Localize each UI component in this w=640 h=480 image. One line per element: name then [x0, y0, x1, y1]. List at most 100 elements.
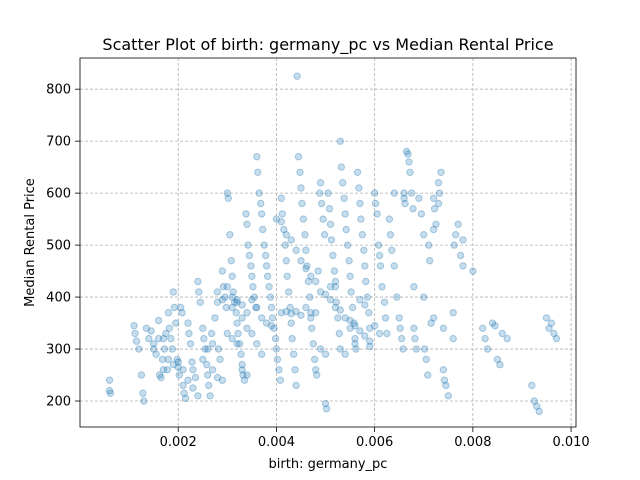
scatter-point [299, 215, 308, 223]
scatter-point [226, 231, 234, 239]
scatter-point [287, 310, 295, 318]
scatter-point [430, 205, 439, 213]
scatter-point [294, 153, 303, 161]
scatter-point [262, 262, 271, 270]
scatter-point [398, 334, 406, 343]
scatter-point [385, 215, 394, 223]
scatter-point [200, 334, 208, 343]
scatter-point [262, 319, 271, 327]
scatter-point [491, 322, 499, 330]
scatter-point [481, 334, 489, 343]
scatter-point [180, 389, 188, 397]
scatter-point [304, 277, 313, 286]
scatter-point [243, 371, 251, 379]
scatter-point [296, 168, 304, 177]
scatter-point [282, 257, 290, 265]
scatter-point [533, 402, 541, 410]
scatter-point [152, 350, 160, 358]
scatter-point [483, 345, 492, 353]
scatter-point [228, 303, 236, 312]
scatter-point [204, 371, 212, 379]
scatter-point [184, 376, 192, 384]
scatter-point [154, 334, 163, 343]
scatter-point [346, 324, 354, 332]
scatter-point [155, 371, 164, 379]
scatter-point [378, 283, 386, 291]
scatter-point [105, 376, 114, 384]
scatter-point [213, 373, 222, 382]
scatter-point [311, 355, 319, 364]
scatter-point [450, 241, 458, 249]
scatter-point [406, 168, 414, 177]
scatter-point [158, 355, 167, 364]
scatter-point [227, 257, 236, 265]
scatter-point [327, 236, 336, 244]
scatter-point [404, 150, 412, 158]
scatter-point [319, 215, 327, 223]
scatter-point [267, 303, 276, 312]
scatter-point [267, 322, 276, 330]
scatter-point [283, 272, 291, 280]
scatter-point [196, 298, 205, 306]
scatter-point [287, 319, 295, 327]
scatter-point [434, 199, 443, 208]
scatter-point [400, 189, 408, 197]
scatter-point [362, 277, 370, 286]
scatter-point [281, 241, 289, 249]
scatter-point [229, 288, 237, 296]
scatter-point [266, 293, 275, 301]
scatter-point [137, 371, 146, 379]
scatter-point [184, 319, 192, 327]
scatter-point [365, 309, 373, 317]
scatter-point [297, 257, 305, 265]
scatter-point [154, 316, 163, 325]
scatter-point [254, 168, 262, 177]
scatter-point [106, 389, 115, 397]
scatter-point [410, 283, 418, 291]
scatter-point [213, 298, 222, 306]
scatter-point [169, 360, 178, 369]
scatter-point [437, 168, 445, 177]
scatter-point [321, 290, 330, 299]
scatter-point [261, 251, 270, 260]
scatter-point [498, 329, 506, 338]
scatter-point [347, 288, 355, 296]
scatter-point [205, 381, 213, 390]
scatter-point [339, 179, 347, 187]
scatter-point [393, 293, 401, 301]
scatter-point [456, 251, 465, 260]
scatter-point [285, 288, 293, 296]
scatter-point [291, 366, 299, 374]
scatter-point [218, 296, 227, 304]
scatter-point [550, 329, 558, 338]
scatter-point [223, 189, 232, 197]
scatter-point [191, 373, 200, 382]
scatter-point [167, 334, 175, 343]
scatter-point [352, 345, 360, 353]
scatter-point [243, 324, 251, 332]
scatter-point [316, 179, 325, 187]
scatter-point [243, 220, 251, 229]
scatter-point [164, 355, 173, 364]
scatter-point [542, 314, 551, 322]
scatter-point [442, 381, 450, 390]
scatter-point [390, 262, 398, 270]
x-tick-label: 0.004 [258, 435, 295, 450]
scatter-point [337, 163, 345, 171]
scatter-point [233, 296, 241, 304]
scatter-point [228, 293, 236, 301]
scatter-point [316, 345, 325, 353]
scatter-point [271, 334, 280, 343]
scatter-point [253, 303, 261, 312]
scatter-point [356, 199, 364, 208]
scatter-point [216, 355, 224, 364]
scatter-point [258, 210, 266, 218]
data-points [105, 72, 561, 416]
scatter-point [214, 345, 223, 353]
axis-ticks: 0.002 0.004 0.006 0.008 0.010 200 300 400 500 600… [46, 83, 590, 450]
x-tick-label: 0.010 [552, 435, 589, 450]
scatter-point [358, 231, 367, 239]
scatter-point [348, 303, 357, 312]
scatter-point [287, 236, 295, 244]
scatter-point [199, 355, 207, 364]
